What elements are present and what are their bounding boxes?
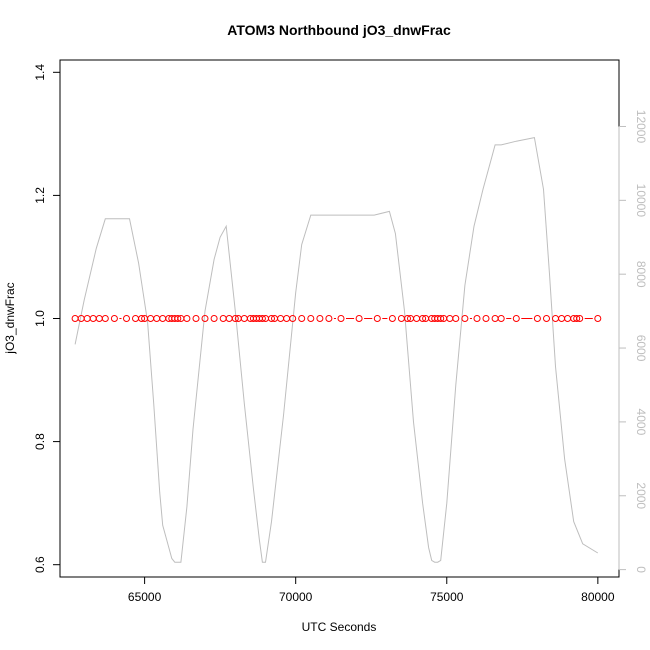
data-point <box>533 315 541 322</box>
y2-axis-altitude: 0 2000 4000 6000 8000 10000 12000 <box>618 110 648 573</box>
x-tick-label: 65000 <box>128 590 162 604</box>
data-point <box>373 315 381 322</box>
data-point <box>437 315 445 322</box>
y2-tick-label: 10000 <box>634 184 648 218</box>
x-tick-label: 70000 <box>279 590 313 604</box>
data-point <box>183 315 191 322</box>
y2-tick-label: 2000 <box>634 482 648 509</box>
x-tick-label: 75000 <box>430 590 464 604</box>
data-point <box>452 315 460 322</box>
jO3-dnwFrac-series <box>71 315 602 322</box>
data-point <box>110 315 118 322</box>
y2-tick-label: 0 <box>634 566 648 573</box>
data-point <box>543 315 550 322</box>
data-point <box>473 315 481 322</box>
altitude-series <box>74 137 599 563</box>
data-point <box>325 315 333 322</box>
y-tick-label: 0.6 <box>33 556 47 573</box>
data-point <box>404 315 411 322</box>
y2-tick-label: 8000 <box>634 261 648 288</box>
data-point <box>258 315 266 322</box>
y2-tick-label: 6000 <box>634 335 648 362</box>
data-point <box>594 315 602 322</box>
y-tick-label: 0.8 <box>33 433 47 450</box>
data-point <box>512 315 520 322</box>
data-point <box>101 315 109 322</box>
data-point <box>231 315 239 322</box>
data-point <box>268 315 275 322</box>
y2-tick-label: 12000 <box>634 110 648 144</box>
data-point <box>307 315 315 322</box>
x-axis: 65000 70000 75000 80000 <box>128 576 615 604</box>
y-tick-label: 1.0 <box>33 310 47 327</box>
y2-tick-label: 4000 <box>634 409 648 436</box>
data-point <box>174 315 182 322</box>
data-point <box>337 315 345 322</box>
chart-title: ATOM3 Northbound jO3_dnwFrac <box>227 22 451 38</box>
y-axis-label: jO3_dnwFrac <box>3 282 17 354</box>
data-point <box>355 315 363 322</box>
data-point <box>298 315 306 322</box>
altitude-line <box>74 137 599 563</box>
data-point <box>289 315 297 322</box>
data-point <box>123 315 130 322</box>
data-point <box>201 315 209 322</box>
y-axis: 0.6 0.8 1.0 1.2 1.4 <box>33 64 61 573</box>
data-point <box>576 315 584 322</box>
data-point <box>497 315 505 322</box>
y-tick-label: 1.2 <box>33 187 47 204</box>
y-tick-label: 1.4 <box>33 64 47 81</box>
data-point <box>461 315 469 322</box>
data-point <box>138 315 146 322</box>
data-point <box>573 315 581 322</box>
x-axis-label: UTC Seconds <box>302 620 377 634</box>
data-point <box>482 315 490 322</box>
data-point <box>316 315 324 322</box>
x-tick-label: 80000 <box>581 590 615 604</box>
data-point <box>192 315 200 322</box>
data-point <box>419 315 427 322</box>
data-point <box>210 315 218 322</box>
data-point <box>388 315 396 322</box>
